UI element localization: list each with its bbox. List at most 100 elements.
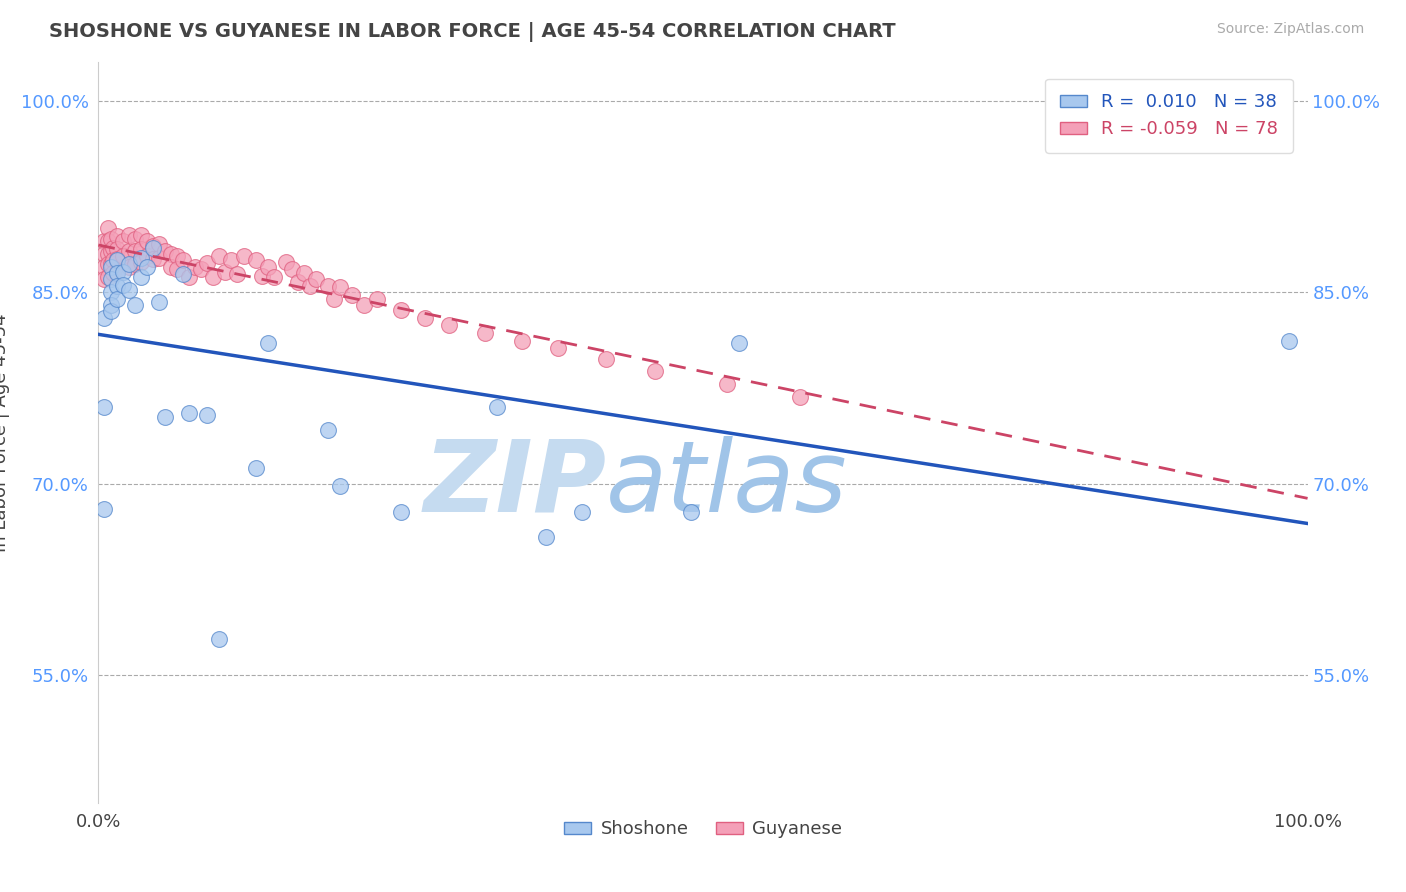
Point	[100, 285, 122, 300]
Point	[323, 292, 346, 306]
Point	[118, 260, 141, 274]
Point	[101, 240, 124, 255]
Point	[389, 303, 412, 318]
Point	[129, 269, 152, 284]
Point	[153, 410, 176, 425]
Point	[124, 231, 146, 245]
Point	[101, 266, 124, 280]
Point	[148, 251, 170, 265]
Point	[474, 326, 496, 340]
Point	[129, 254, 152, 268]
Point	[716, 377, 738, 392]
Point	[100, 257, 122, 271]
Point	[111, 234, 134, 248]
Point	[105, 265, 128, 279]
Point	[93, 310, 115, 325]
Point	[679, 505, 702, 519]
Point	[111, 250, 134, 264]
Point	[644, 364, 666, 378]
Point	[389, 505, 412, 519]
Point	[1278, 334, 1301, 348]
Y-axis label: In Labor Force | Age 45-54: In Labor Force | Age 45-54	[0, 313, 10, 552]
Text: Source: ZipAtlas.com: Source: ZipAtlas.com	[1216, 22, 1364, 37]
Point	[93, 400, 115, 414]
Point	[214, 265, 236, 279]
Point	[135, 234, 157, 248]
Point	[153, 244, 176, 259]
Point	[97, 269, 120, 284]
Point	[510, 334, 533, 348]
Point	[135, 260, 157, 274]
Point	[142, 239, 165, 253]
Point	[221, 253, 243, 268]
Point	[789, 390, 811, 404]
Point	[184, 260, 207, 274]
Point	[292, 266, 315, 280]
Point	[256, 336, 278, 351]
Point	[93, 502, 115, 516]
Point	[148, 295, 170, 310]
Point	[97, 257, 120, 271]
Point	[226, 268, 249, 282]
Text: SHOSHONE VS GUYANESE IN LABOR FORCE | AGE 45-54 CORRELATION CHART: SHOSHONE VS GUYANESE IN LABOR FORCE | AG…	[49, 22, 896, 42]
Point	[160, 247, 183, 261]
Point	[256, 260, 278, 274]
Point	[208, 250, 231, 264]
Point	[105, 278, 128, 293]
Point	[93, 234, 115, 248]
Point	[172, 268, 194, 282]
Point	[486, 400, 509, 414]
Point	[105, 229, 128, 244]
Point	[263, 269, 285, 284]
Point	[160, 260, 183, 274]
Text: atlas: atlas	[606, 436, 848, 533]
Point	[105, 242, 128, 256]
Text: ZIP: ZIP	[423, 436, 606, 533]
Point	[329, 280, 352, 294]
Point	[118, 244, 141, 259]
Point	[281, 262, 304, 277]
Point	[148, 236, 170, 251]
Point	[166, 262, 188, 277]
Point	[245, 461, 267, 475]
Point	[299, 278, 322, 293]
Point	[305, 272, 328, 286]
Point	[129, 251, 152, 265]
Point	[124, 244, 146, 259]
Point	[534, 530, 557, 544]
Point	[118, 257, 141, 271]
Point	[316, 423, 339, 437]
Point	[100, 244, 122, 259]
Point	[329, 479, 352, 493]
Point	[142, 240, 165, 255]
Point	[129, 227, 152, 242]
Point	[437, 318, 460, 333]
Point	[571, 505, 593, 519]
Point	[105, 253, 128, 268]
Point	[195, 408, 218, 422]
Point	[190, 262, 212, 277]
Point	[316, 278, 339, 293]
Point	[287, 275, 309, 289]
Point	[100, 272, 122, 286]
Point	[118, 227, 141, 242]
Point	[129, 242, 152, 256]
Point	[353, 298, 375, 312]
Point	[105, 252, 128, 266]
Point	[728, 336, 751, 351]
Point	[413, 310, 436, 325]
Point	[97, 247, 120, 261]
Point	[97, 234, 120, 248]
Point	[172, 253, 194, 268]
Point	[111, 277, 134, 292]
Point	[166, 250, 188, 264]
Point	[595, 351, 617, 366]
Point	[366, 292, 388, 306]
Point	[100, 298, 122, 312]
Point	[101, 253, 124, 268]
Point	[100, 304, 122, 318]
Point	[105, 266, 128, 280]
Point	[208, 632, 231, 647]
Point	[93, 260, 115, 274]
Point	[179, 407, 201, 421]
